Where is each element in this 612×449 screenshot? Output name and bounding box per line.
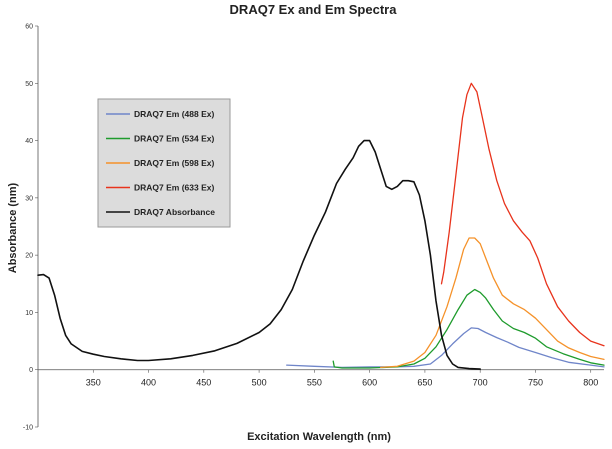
x-tick-label: 550: [307, 378, 322, 388]
y-tick-label: 40: [25, 138, 33, 145]
x-tick-label: 800: [583, 378, 598, 388]
axes: [37, 26, 604, 427]
x-tick-label: 750: [528, 378, 543, 388]
legend-label: DRAQ7 Absorbance: [134, 207, 215, 217]
series-lines: [37, 82, 605, 370]
x-tick-label: 650: [417, 378, 432, 388]
series-line-3: [440, 82, 605, 347]
y-tick-label: 0: [29, 367, 33, 374]
x-axis-label: Excitation Wavelength (nm): [247, 431, 391, 443]
legend: DRAQ7 Em (488 Ex) DRAQ7 Em (534 Ex) DRAQ7 …: [97, 98, 231, 228]
y-tick-label: 10: [25, 310, 33, 317]
series-line-0: [286, 327, 605, 369]
legend-label: DRAQ7 Em (488 Ex): [134, 109, 214, 119]
x-tick-label: 350: [86, 378, 101, 388]
y-tick-label: 30: [25, 195, 33, 202]
y-tick-label: -10: [23, 425, 33, 432]
chart-title: DRAQ7 Ex and Em Spectra: [230, 2, 398, 17]
x-tick-label: 450: [196, 378, 211, 388]
series-line-2: [380, 237, 605, 369]
y-axis-label: Absorbance (nm): [7, 182, 19, 273]
y-tick-label: 20: [25, 253, 33, 260]
legend-label: DRAQ7 Em (633 Ex): [134, 183, 214, 193]
y-tick-label: 50: [25, 81, 33, 88]
series-line-1: [332, 288, 605, 369]
legend-label: DRAQ7 Em (534 Ex): [134, 134, 214, 144]
legend-label: DRAQ7 Em (598 Ex): [134, 158, 214, 168]
tick-labels: -10 0 10 20 30 40 50 60 350 400 450 500 550 600 650 700…: [23, 24, 598, 432]
x-tick-label: 400: [141, 378, 156, 388]
series-line-4: [37, 139, 481, 370]
x-tick-label: 500: [252, 378, 267, 388]
y-tick-label: 60: [25, 24, 33, 31]
x-tick-label: 600: [362, 378, 377, 388]
x-tick-label: 700: [473, 378, 488, 388]
